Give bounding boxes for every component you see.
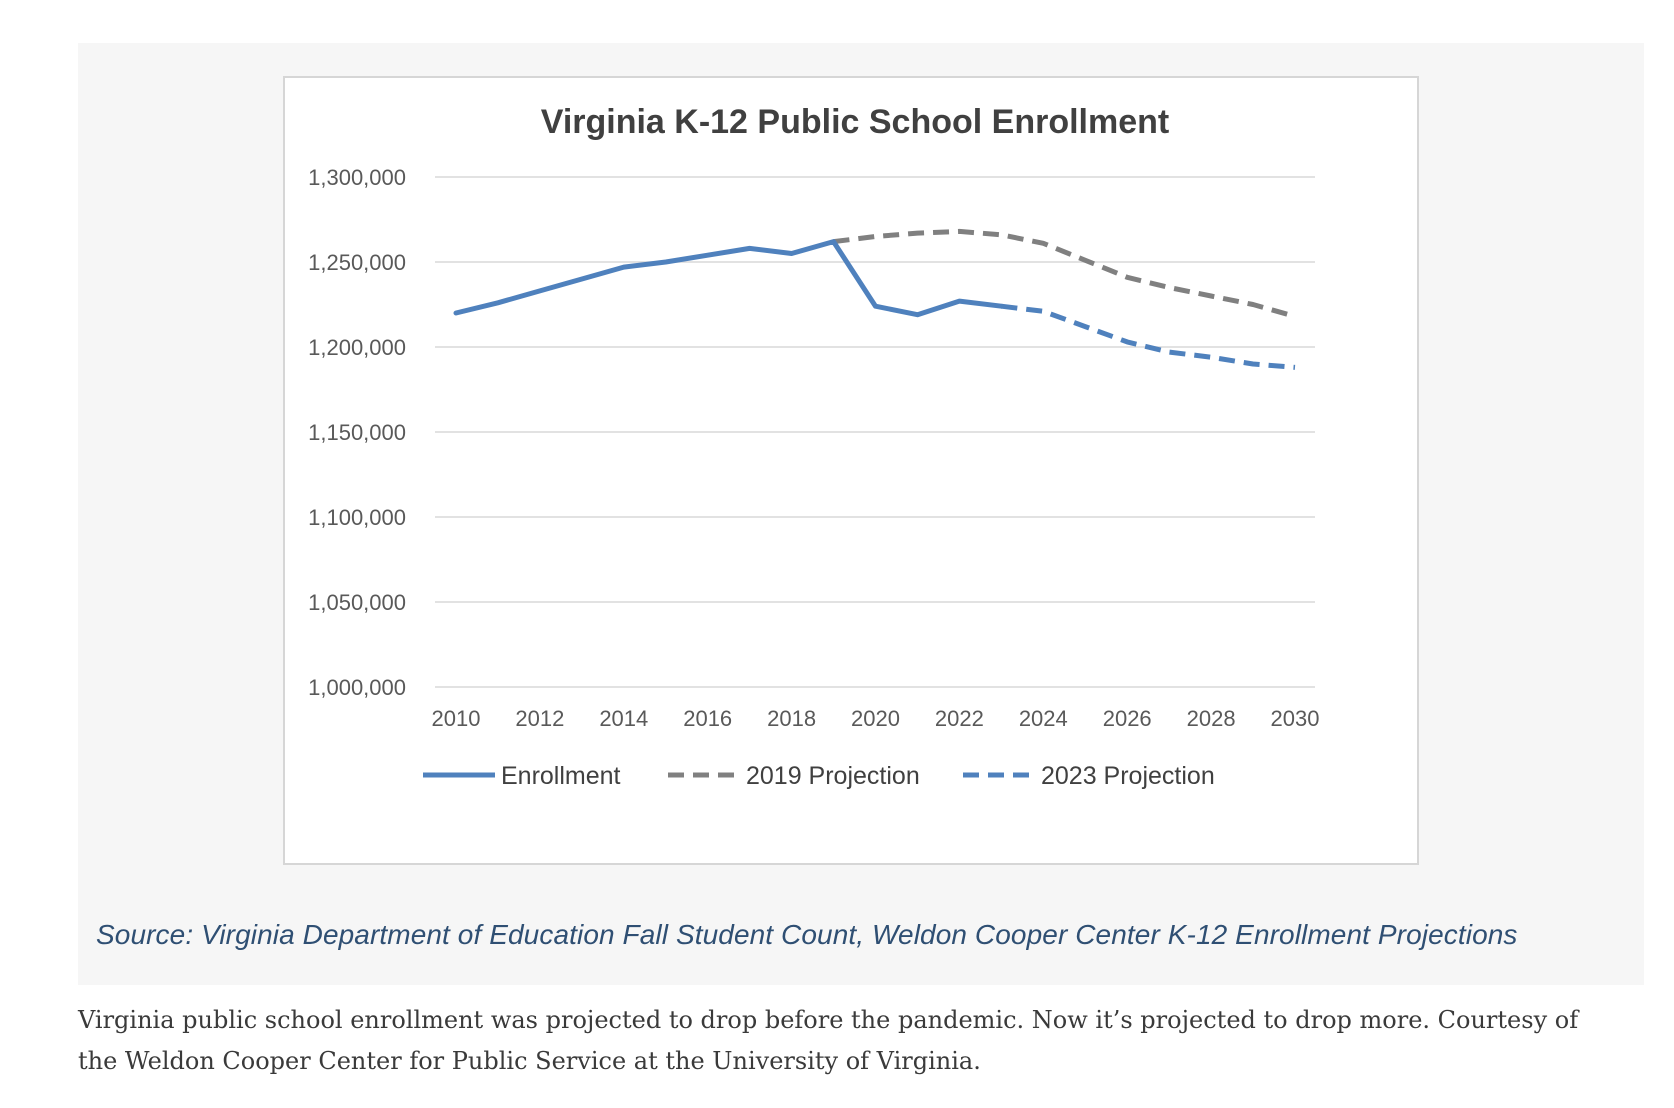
x-tick-label: 2030 (1271, 706, 1320, 731)
x-axis-ticks: 2010 2012 2014 2016 2018 2020 2022 2024 2026 2028… (432, 706, 1320, 731)
enrollment-line-chart: Virginia K-12 Public School Enrollment 1… (308, 103, 1320, 790)
y-tick-label: 1,100,000 (308, 505, 406, 530)
x-tick-label: 2010 (432, 706, 481, 731)
gridlines (435, 176, 1315, 688)
y-tick-label: 1,300,000 (308, 165, 406, 190)
x-tick-label: 2026 (1103, 706, 1152, 731)
y-tick-label: 1,250,000 (308, 250, 406, 275)
series-line-2019-projection (833, 228, 1296, 319)
figure-panel: Virginia K-12 Public School Enrollment 1… (78, 43, 1644, 985)
source-note: Source: Virginia Department of Education… (96, 919, 1518, 950)
y-tick-label: 1,050,000 (308, 590, 406, 615)
x-tick-label: 2018 (767, 706, 816, 731)
legend: Enrollment 2019 Projection 2023 Projection (423, 762, 1215, 790)
chart-title: Virginia K-12 Public School Enrollment (541, 103, 1170, 141)
x-tick-label: 2024 (1019, 706, 1068, 731)
legend-label: 2023 Projection (1041, 762, 1215, 790)
y-tick-label: 1,150,000 (308, 420, 406, 445)
figure-caption: Virginia public school enrollment was pr… (78, 1006, 1579, 1075)
x-tick-label: 2012 (515, 706, 564, 731)
x-tick-label: 2016 (683, 706, 732, 731)
x-tick-label: 2014 (599, 706, 648, 731)
y-tick-label: 1,200,000 (308, 335, 406, 360)
legend-label: 2019 Projection (746, 762, 920, 790)
x-tick-label: 2022 (935, 706, 984, 731)
y-axis-ticks: 1,000,000 1,050,000 1,100,000 1,150,000 1,20… (308, 165, 406, 700)
x-tick-label: 2028 (1187, 706, 1236, 731)
series-line-2023-projection (1001, 303, 1296, 370)
series-line-enrollment (453, 239, 1004, 318)
chart-frame: Virginia K-12 Public School Enrollment 1… (283, 76, 1419, 865)
y-tick-label: 1,000,000 (308, 675, 406, 700)
legend-label: Enrollment (501, 762, 621, 790)
x-tick-label: 2020 (851, 706, 900, 731)
series-lines (453, 228, 1296, 370)
